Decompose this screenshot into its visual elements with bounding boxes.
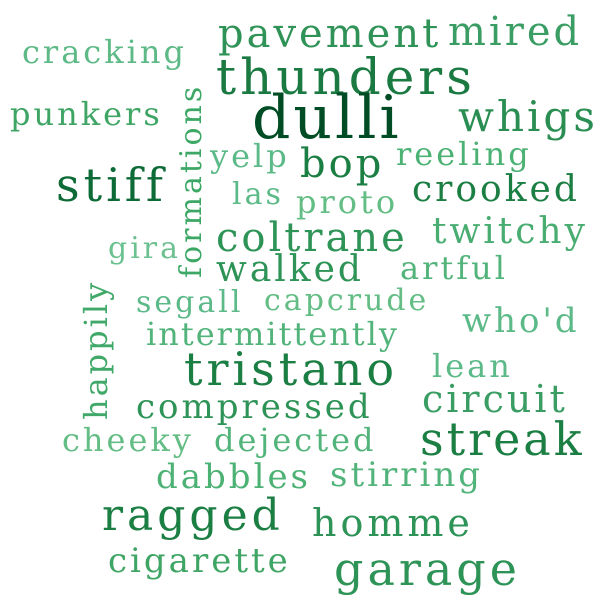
- word-stiff: stiff: [56, 158, 167, 212]
- word-mired: mired: [448, 9, 583, 55]
- word-dejected: dejected: [214, 421, 377, 459]
- word-twitchy: twitchy: [432, 211, 588, 252]
- word-dulli: dulli: [252, 83, 402, 153]
- word-yelp: yelp: [210, 137, 290, 175]
- word-happily: happily: [77, 279, 115, 420]
- word-streak: streak: [420, 412, 585, 466]
- word-formations: formations: [174, 83, 209, 278]
- word-whigs: whigs: [458, 92, 598, 141]
- word-segall: segall: [136, 285, 244, 320]
- word-cheeky: cheeky: [62, 421, 194, 459]
- word-capcrude: capcrude: [264, 283, 430, 318]
- word-cigarette: cigarette: [108, 541, 291, 581]
- word-stirring: stirring: [330, 455, 484, 495]
- word-crooked: crooked: [412, 169, 580, 210]
- word-punkers: punkers: [10, 95, 163, 133]
- word-ragged: ragged: [102, 490, 284, 541]
- word-coltrane: coltrane: [216, 215, 408, 261]
- word-cracking: cracking: [22, 33, 187, 71]
- word-thunders: thunders: [216, 48, 476, 106]
- word-lean: lean: [432, 347, 513, 385]
- word-bop: bop: [300, 141, 385, 187]
- word-gira: gira: [108, 231, 182, 266]
- word-proto: proto: [296, 183, 399, 221]
- word-dabbles: dabbles: [156, 457, 312, 497]
- word-garage: garage: [334, 542, 521, 596]
- word-whod: who'd: [462, 301, 580, 341]
- word-artful: artful: [400, 249, 508, 287]
- word-intermittently: intermittently: [146, 315, 399, 353]
- word-compressed: compressed: [136, 387, 373, 427]
- word-homme: homme: [312, 501, 474, 545]
- word-circuit: circuit: [422, 377, 568, 421]
- word-walked: walked: [216, 249, 364, 290]
- word-pavement: pavement: [218, 11, 442, 57]
- word-reeling: reeling: [396, 135, 532, 173]
- word-tristano: tristano: [184, 342, 399, 396]
- word-las: las: [232, 177, 284, 212]
